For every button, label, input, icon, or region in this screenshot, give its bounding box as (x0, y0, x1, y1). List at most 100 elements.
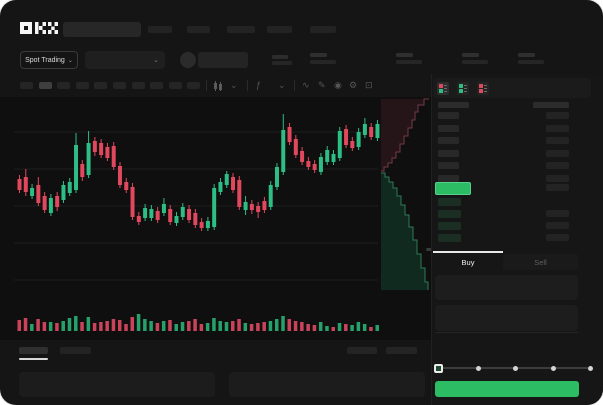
candle-body (350, 141, 355, 148)
toggle-book-combined[interactable] (437, 82, 449, 95)
bottom-filter-chip[interactable] (347, 347, 377, 354)
camera-icon[interactable]: ◉ (334, 80, 342, 90)
slider-stop-dot[interactable] (588, 365, 593, 371)
timeframe-chip[interactable] (113, 82, 126, 89)
ask-price-placeholder[interactable] (438, 149, 459, 157)
candlestick-chart[interactable] (0, 97, 431, 340)
slider-stop-dot[interactable] (475, 365, 481, 371)
candle-body (281, 130, 286, 172)
ask-price-placeholder[interactable] (438, 137, 459, 144)
form-divider (435, 332, 578, 333)
volume-bar (168, 320, 172, 331)
ask-price-placeholder[interactable] (438, 112, 459, 119)
candle-body (99, 143, 104, 155)
volume-bar (306, 324, 310, 331)
ask-amount-placeholder (546, 124, 569, 132)
bid-price-placeholder[interactable] (438, 210, 461, 218)
orderbook-toolbar (433, 78, 591, 98)
candle-body (256, 206, 261, 212)
volume-bar (174, 324, 178, 331)
toggle-book-asks[interactable] (477, 82, 489, 95)
timeframe-chip[interactable] (38, 82, 52, 89)
ask-price-placeholder[interactable] (438, 162, 459, 169)
bottom-tab-history[interactable] (60, 347, 91, 354)
timeframe-chip[interactable] (94, 82, 108, 89)
line-tool-icon[interactable]: ∿ (302, 80, 310, 90)
okx-logo[interactable] (20, 21, 58, 41)
volume-bar (262, 322, 266, 331)
volume-bar (375, 325, 379, 331)
depth-bids-area (381, 173, 428, 290)
ask-amount-placeholder (546, 149, 569, 157)
timeframe-chip[interactable] (168, 82, 182, 89)
candle-body (174, 216, 179, 223)
market-type-selector[interactable]: Spot Trading ⌄ (20, 51, 78, 69)
indicators-icon[interactable]: ƒ (256, 80, 262, 90)
tab-buy[interactable]: Buy (433, 254, 503, 270)
timeframe-chip[interactable] (20, 82, 33, 89)
chevron-down-icon[interactable]: ⌄ (230, 80, 238, 90)
nav-item-placeholder[interactable] (310, 26, 336, 33)
bottom-tab-orders[interactable] (19, 347, 48, 354)
settings-gear-icon[interactable]: ⚙ (349, 80, 358, 90)
amount-slider-handle[interactable] (433, 363, 443, 373)
fullscreen-icon[interactable]: ⊡ (365, 80, 373, 90)
candle-body (287, 127, 292, 142)
change-value-placeholder (272, 61, 292, 65)
volume-bar (80, 322, 84, 331)
change-label-placeholder (272, 55, 288, 59)
slider-stop-dot[interactable] (550, 365, 556, 371)
sell-tab-label: Sell (534, 257, 547, 267)
volume-bar (331, 327, 335, 331)
ask-price-placeholder[interactable] (438, 124, 459, 132)
price-input[interactable] (435, 275, 578, 300)
bid-price-placeholder[interactable] (438, 234, 461, 242)
timeframe-chip[interactable] (75, 82, 89, 89)
bid-price-placeholder[interactable] (438, 222, 461, 230)
volume-bar (42, 322, 47, 331)
tab-sell[interactable]: Sell (503, 254, 578, 270)
volume-bar (237, 319, 241, 331)
toolbar-divider (206, 80, 207, 91)
volume-bar (224, 322, 229, 331)
nav-item-placeholder[interactable] (227, 26, 255, 33)
volume-bar (256, 323, 260, 331)
volume-bar (105, 321, 109, 331)
candle-body (155, 211, 160, 220)
timeframe-chip[interactable] (57, 82, 71, 89)
buy-submit-button[interactable] (435, 381, 579, 397)
trading-pair-selector[interactable]: ⌄ (85, 51, 165, 69)
candle-body (30, 188, 35, 196)
slider-stop-dot[interactable] (513, 365, 518, 371)
stat-value-placeholder (396, 60, 422, 64)
ask-amount-placeholder (546, 162, 569, 169)
nav-item-placeholder[interactable] (267, 26, 292, 33)
last-price-button[interactable] (435, 182, 471, 195)
ask-price-placeholder[interactable] (438, 174, 459, 182)
timeframe-chip[interactable] (187, 82, 201, 89)
nav-item-placeholder[interactable] (187, 26, 210, 33)
bid-price-placeholder[interactable] (438, 198, 461, 206)
toggle-book-bids[interactable] (457, 82, 469, 95)
timeframe-chip[interactable] (131, 82, 145, 89)
nav-item-placeholder[interactable] (148, 26, 172, 33)
search-input[interactable] (63, 22, 141, 37)
volume-bar (212, 318, 216, 331)
candle-body (149, 209, 154, 218)
volume-bar (86, 317, 91, 331)
last-price-placeholder (198, 52, 248, 68)
draw-tool-icon[interactable]: ✎ (318, 80, 326, 90)
volume-bar (149, 321, 153, 331)
stat-value-placeholder (310, 60, 336, 64)
orders-table-placeholder (19, 372, 215, 397)
amount-input[interactable] (435, 305, 578, 331)
orderbook-header-left (438, 102, 469, 108)
volume-bar (274, 319, 279, 331)
depth-bids-line (381, 172, 429, 290)
bottom-filter-chip[interactable] (386, 347, 417, 354)
candle-body (337, 131, 342, 158)
candle-type-icon[interactable] (213, 81, 223, 91)
chevron-down-icon[interactable]: ⌄ (278, 80, 286, 90)
volume-bar (124, 324, 128, 331)
timeframe-chip[interactable] (150, 82, 164, 89)
